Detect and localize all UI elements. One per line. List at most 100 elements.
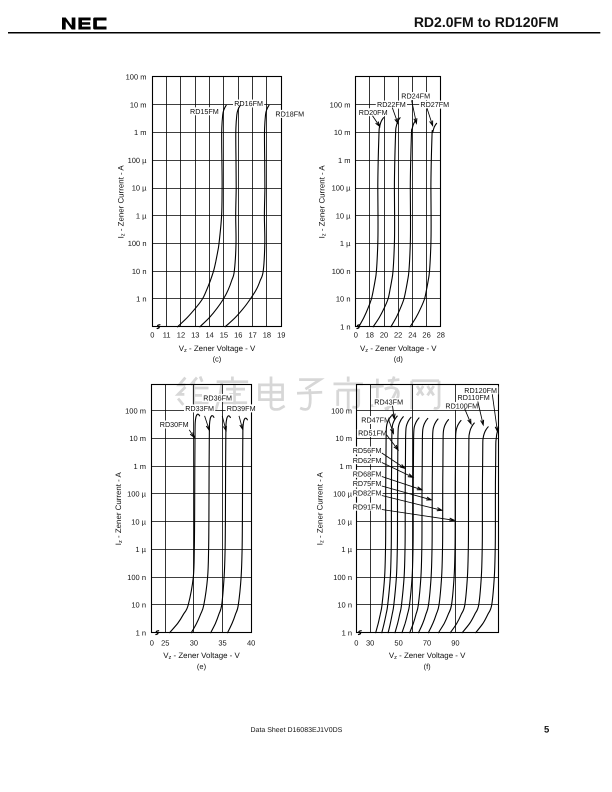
- svg-text:RD47FM: RD47FM: [361, 416, 390, 425]
- svg-text:Iz - Zener Current - A: Iz - Zener Current - A: [318, 165, 328, 239]
- svg-text:100 m: 100 m: [331, 406, 352, 415]
- svg-text:100 m: 100 m: [126, 73, 147, 82]
- svg-text:1 n: 1 n: [136, 628, 146, 637]
- svg-text:RD24FM: RD24FM: [401, 92, 430, 101]
- svg-text:25: 25: [161, 638, 169, 647]
- svg-text:(d): (d): [394, 354, 404, 363]
- svg-text:1 m: 1 m: [338, 156, 351, 165]
- svg-text:100 µ: 100 µ: [332, 184, 352, 193]
- svg-text:100 n: 100 n: [332, 267, 351, 276]
- svg-text:100 m: 100 m: [125, 406, 146, 415]
- svg-text:90: 90: [451, 638, 459, 647]
- svg-text:19: 19: [277, 330, 285, 339]
- svg-text:1 n: 1 n: [136, 295, 146, 304]
- svg-text:14: 14: [205, 330, 213, 339]
- svg-text:10 n: 10 n: [132, 267, 147, 276]
- svg-text:35: 35: [218, 638, 226, 647]
- svg-text:0: 0: [354, 330, 358, 339]
- svg-text:10 n: 10 n: [337, 601, 352, 610]
- svg-text:RD75FM: RD75FM: [353, 479, 382, 488]
- svg-text:RD100FM: RD100FM: [445, 402, 478, 411]
- svg-text:30: 30: [366, 638, 374, 647]
- svg-text:24: 24: [408, 330, 416, 339]
- svg-text:100 n: 100 n: [333, 573, 352, 582]
- svg-text:50: 50: [394, 638, 402, 647]
- svg-text:16: 16: [234, 330, 242, 339]
- svg-text:100 µ: 100 µ: [127, 490, 147, 499]
- svg-text:10 µ: 10 µ: [337, 517, 352, 526]
- svg-text:0: 0: [150, 330, 154, 339]
- svg-text:RD20FM: RD20FM: [359, 108, 388, 117]
- svg-text:1 m: 1 m: [339, 462, 352, 471]
- svg-text:10 m: 10 m: [335, 434, 352, 443]
- svg-text:0: 0: [150, 638, 154, 647]
- svg-text:26: 26: [422, 330, 430, 339]
- svg-text:28: 28: [437, 330, 445, 339]
- svg-text:0: 0: [354, 638, 358, 647]
- svg-text:10 n: 10 n: [131, 601, 146, 610]
- svg-text:Vz - Zener Voltage - V: Vz - Zener Voltage - V: [360, 344, 437, 354]
- svg-text:10 µ: 10 µ: [132, 184, 147, 193]
- svg-text:(e): (e): [197, 662, 207, 671]
- svg-text:RD2.0FM to RD120FM: RD2.0FM to RD120FM: [414, 14, 559, 30]
- svg-text:1 n: 1 n: [340, 322, 350, 331]
- svg-text:RD110FM: RD110FM: [458, 393, 490, 402]
- svg-text:13: 13: [191, 330, 199, 339]
- svg-text:Data Sheet D16083EJ1V0DS: Data Sheet D16083EJ1V0DS: [251, 726, 343, 734]
- svg-text:Vz - Zener Voltage - V: Vz - Zener Voltage - V: [179, 344, 256, 354]
- svg-text:RD16FM: RD16FM: [234, 99, 263, 108]
- svg-text:RD82FM: RD82FM: [353, 488, 382, 497]
- svg-text:RD33FM: RD33FM: [185, 404, 214, 413]
- svg-text:1 µ: 1 µ: [341, 545, 352, 554]
- svg-text:RD22FM: RD22FM: [377, 100, 406, 109]
- svg-text:RD15FM: RD15FM: [190, 107, 219, 116]
- svg-text:30: 30: [190, 638, 198, 647]
- svg-text:(f): (f): [424, 662, 432, 671]
- svg-text:17: 17: [248, 330, 256, 339]
- svg-text:100 µ: 100 µ: [128, 156, 148, 165]
- svg-text:10 n: 10 n: [336, 295, 351, 304]
- svg-text:RD91FM: RD91FM: [353, 502, 382, 511]
- svg-text:1 m: 1 m: [133, 462, 146, 471]
- svg-text:10 m: 10 m: [334, 128, 351, 137]
- svg-text:Iz - Zener Current - A: Iz - Zener Current - A: [117, 165, 127, 239]
- svg-text:100 n: 100 n: [128, 239, 147, 248]
- svg-text:40: 40: [247, 638, 255, 647]
- svg-text:1 µ: 1 µ: [340, 239, 351, 248]
- svg-text:RD62FM: RD62FM: [353, 456, 382, 465]
- svg-text:1 m: 1 m: [134, 128, 147, 137]
- svg-text:5: 5: [544, 724, 550, 735]
- svg-text:1 µ: 1 µ: [135, 545, 146, 554]
- svg-text:11: 11: [163, 330, 171, 339]
- svg-text:100 µ: 100 µ: [333, 490, 353, 499]
- svg-text:10 µ: 10 µ: [336, 211, 351, 220]
- svg-text:22: 22: [394, 330, 402, 339]
- svg-text:RD56FM: RD56FM: [353, 446, 382, 455]
- svg-text:RD36FM: RD36FM: [203, 394, 232, 403]
- svg-text:Vz - Zener Voltage - V: Vz - Zener Voltage - V: [389, 651, 466, 661]
- svg-text:15: 15: [220, 330, 228, 339]
- svg-text:RD30FM: RD30FM: [160, 420, 189, 429]
- svg-text:1 n: 1 n: [342, 628, 352, 637]
- svg-text:10 m: 10 m: [129, 434, 146, 443]
- svg-text:RD18FM: RD18FM: [275, 110, 304, 119]
- svg-text:RD120FM: RD120FM: [464, 386, 497, 395]
- svg-text:70: 70: [423, 638, 431, 647]
- svg-text:12: 12: [177, 330, 185, 339]
- svg-text:Iz - Zener Current - A: Iz - Zener Current - A: [316, 471, 326, 545]
- svg-text:18: 18: [366, 330, 374, 339]
- svg-text:Iz - Zener Current - A: Iz - Zener Current - A: [114, 471, 124, 545]
- svg-text:RD43FM: RD43FM: [374, 398, 403, 407]
- svg-text:100 n: 100 n: [127, 573, 146, 582]
- svg-text:20: 20: [380, 330, 388, 339]
- svg-text:10 µ: 10 µ: [131, 517, 146, 526]
- svg-text:RD51FM: RD51FM: [358, 429, 387, 438]
- svg-text:1 µ: 1 µ: [136, 211, 147, 220]
- svg-text:(c): (c): [213, 354, 222, 363]
- svg-text:RD27FM: RD27FM: [420, 100, 449, 109]
- svg-text:10 m: 10 m: [130, 100, 147, 109]
- svg-text:RD68FM: RD68FM: [353, 469, 382, 478]
- svg-text:18: 18: [263, 330, 271, 339]
- svg-text:Vz - Zener Voltage - V: Vz - Zener Voltage - V: [163, 651, 240, 661]
- svg-text:100 m: 100 m: [330, 100, 351, 109]
